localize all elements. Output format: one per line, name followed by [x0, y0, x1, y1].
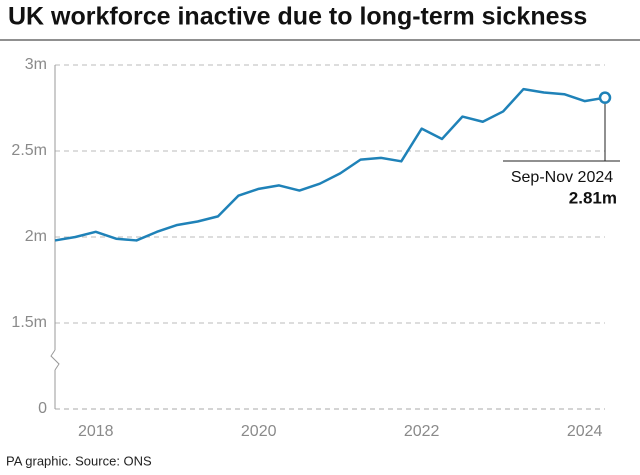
axis-break: [50, 349, 60, 371]
annotation-label: Sep-Nov 2024: [511, 169, 613, 186]
x-tick-label: 2024: [567, 423, 603, 440]
value-label: 2.81m: [569, 188, 617, 207]
y-tick-label: 3m: [25, 56, 47, 73]
x-tick-label: 2020: [241, 423, 277, 440]
y-tick-label: 2m: [25, 228, 47, 245]
x-tick-label: 2018: [78, 423, 114, 440]
y-tick-label: 2.5m: [11, 142, 47, 159]
y-tick-label: 1.5m: [11, 314, 47, 331]
x-tick-label: 2022: [404, 423, 440, 440]
data-line: [54, 87, 606, 242]
end-marker: [598, 91, 612, 104]
source: PA graphic. Source: ONS: [6, 453, 152, 468]
chart-title: UK workforce inactive due to long-term s…: [8, 3, 587, 31]
y-tick-label: 0: [38, 400, 47, 417]
